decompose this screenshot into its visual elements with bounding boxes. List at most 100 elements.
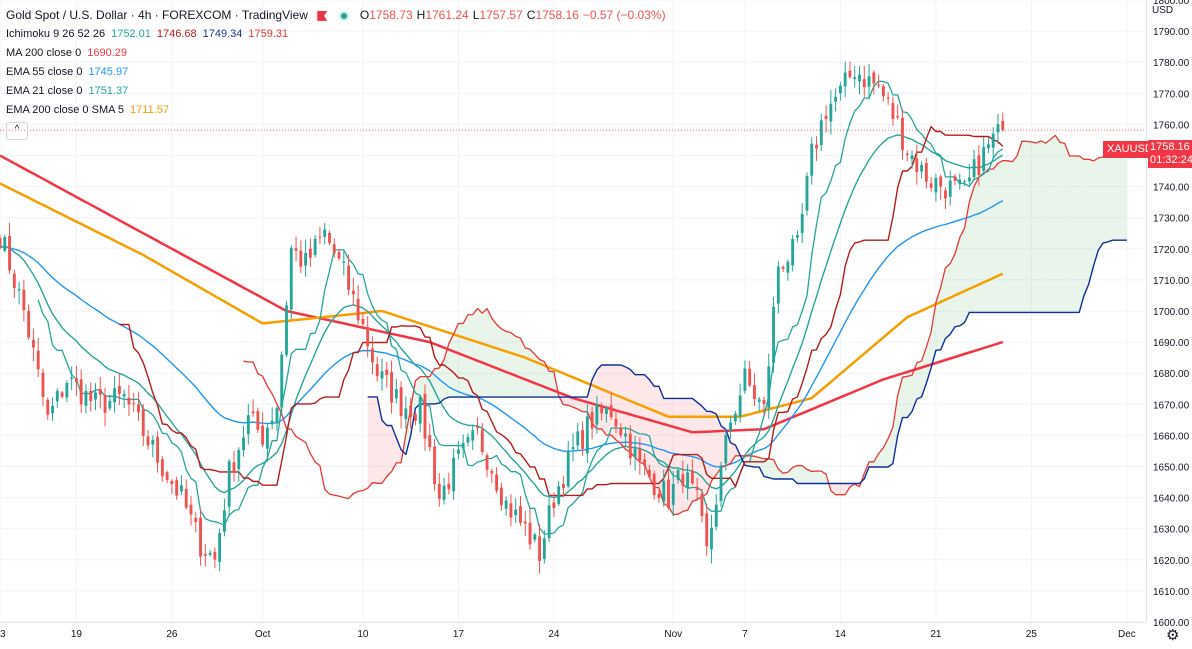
cloud-segment	[601, 364, 607, 436]
candle-body	[437, 483, 441, 499]
price-axis[interactable]	[1146, 0, 1192, 622]
cloud-segment	[568, 397, 573, 408]
time-axis[interactable]	[0, 622, 1146, 649]
time-tick-label: Oct	[255, 629, 271, 640]
candle-body	[423, 393, 427, 439]
candle-body	[399, 387, 403, 417]
candle-body	[36, 350, 40, 370]
candle-body	[108, 400, 112, 409]
cloud-segment	[764, 458, 769, 478]
indicator-value: 1711.57	[130, 104, 169, 116]
cloud-segment	[649, 379, 655, 488]
candle-body	[776, 266, 780, 304]
candle-body	[748, 368, 752, 386]
indicator-row[interactable]: Ichimoku 9 26 52 26 1752.01 1746.68 1749.34…	[6, 25, 670, 44]
candle-body	[705, 513, 709, 547]
flag-icon[interactable]	[317, 10, 328, 21]
time-tick-label: 25	[1026, 629, 1038, 640]
indicator-row[interactable]: EMA 55 close 0 1745.97	[6, 63, 670, 82]
indicator-row[interactable]: MA 200 close 0 1690.29	[6, 44, 670, 63]
cloud-segment	[1012, 155, 1018, 313]
candle-body	[337, 252, 341, 259]
cloud-segment	[620, 364, 626, 450]
candle-body	[146, 436, 150, 446]
indicator-value: 1690.29	[87, 47, 127, 59]
candle-body	[638, 448, 642, 461]
candle-body	[294, 248, 298, 251]
cloud-segment	[401, 433, 406, 463]
cloud-segment	[773, 459, 779, 480]
symbol-title[interactable]: Gold Spot / U.S. Dollar · 4h · FOREXCOM …	[6, 8, 308, 22]
cloud-segment	[993, 163, 998, 313]
cloud-segment	[950, 253, 955, 335]
cloud-segment	[563, 397, 569, 406]
candle-body	[795, 234, 799, 238]
candle-body	[490, 470, 494, 474]
candle-body	[557, 486, 561, 505]
candle-body	[815, 144, 818, 149]
candle-body	[452, 457, 456, 492]
candles	[0, 61, 1005, 574]
candle-body	[609, 405, 613, 418]
candle-body	[208, 552, 212, 555]
candle-body	[533, 534, 537, 540]
cloud-segment	[787, 467, 793, 480]
price-tick-label: 1680.00	[1153, 369, 1190, 380]
settings-gear-icon[interactable]: ⚙	[1166, 627, 1180, 644]
candle-body	[786, 261, 790, 273]
indicator-row[interactable]: EMA 200 close 0 SMA 5 1711.57	[6, 101, 670, 120]
indicator-value: 1752.01	[111, 28, 151, 40]
candle-body	[719, 465, 723, 502]
candle-body	[967, 177, 971, 182]
ma200-line	[0, 154, 1004, 434]
candle-body	[180, 485, 183, 492]
price-tick-label: 1790.00	[1153, 27, 1190, 38]
candle-body	[328, 233, 331, 243]
candle-body	[0, 237, 2, 248]
cloud-segment	[730, 442, 736, 464]
candle-body	[714, 504, 718, 527]
cloud-segment	[912, 362, 917, 412]
ohlc-key: C	[526, 8, 536, 22]
ichimoku-cloud	[367, 135, 1127, 515]
ohlc-value: 1757.57	[479, 8, 523, 22]
collapse-legend-button[interactable]: ^	[6, 122, 28, 140]
candle-body	[824, 115, 828, 120]
candle-body	[896, 116, 900, 118]
currency-label[interactable]: USD	[1152, 5, 1174, 16]
candle-body	[934, 177, 938, 193]
cloud-segment	[1103, 154, 1108, 244]
cloud-segment	[959, 228, 965, 326]
candle-body	[700, 493, 704, 516]
candle-body	[652, 473, 656, 496]
cloud-segment	[386, 425, 392, 477]
cloud-segment	[1079, 156, 1084, 313]
candle-body	[757, 399, 761, 402]
candle-body	[385, 369, 389, 376]
candle-body	[929, 183, 933, 188]
time-tick-label: 21	[930, 629, 942, 640]
candle-body	[619, 428, 623, 436]
candle-body	[538, 536, 542, 561]
price-tick-label: 1780.00	[1153, 58, 1190, 69]
candle-body	[504, 500, 508, 509]
candle-body	[977, 155, 981, 176]
candle-body	[604, 407, 608, 414]
cloud-segment	[840, 483, 846, 495]
candle-body	[972, 159, 976, 178]
cloud-segment	[477, 308, 483, 398]
indicator-row[interactable]: EMA 21 close 0 1751.37	[6, 82, 670, 101]
cloud-segment	[811, 471, 817, 484]
price-tick-label: 1700.00	[1153, 307, 1190, 318]
ema21-line	[0, 134, 1004, 499]
candle-body	[667, 479, 670, 508]
candle-body	[528, 522, 532, 545]
ohlc-key: O	[359, 8, 370, 22]
cloud-segment	[453, 323, 459, 398]
candle-body	[862, 79, 866, 88]
indicator-label: Ichimoku 9 26 52 26	[6, 28, 106, 40]
cloud-segment	[654, 386, 659, 488]
cloud-segment	[983, 169, 989, 313]
candle-body	[958, 179, 962, 184]
